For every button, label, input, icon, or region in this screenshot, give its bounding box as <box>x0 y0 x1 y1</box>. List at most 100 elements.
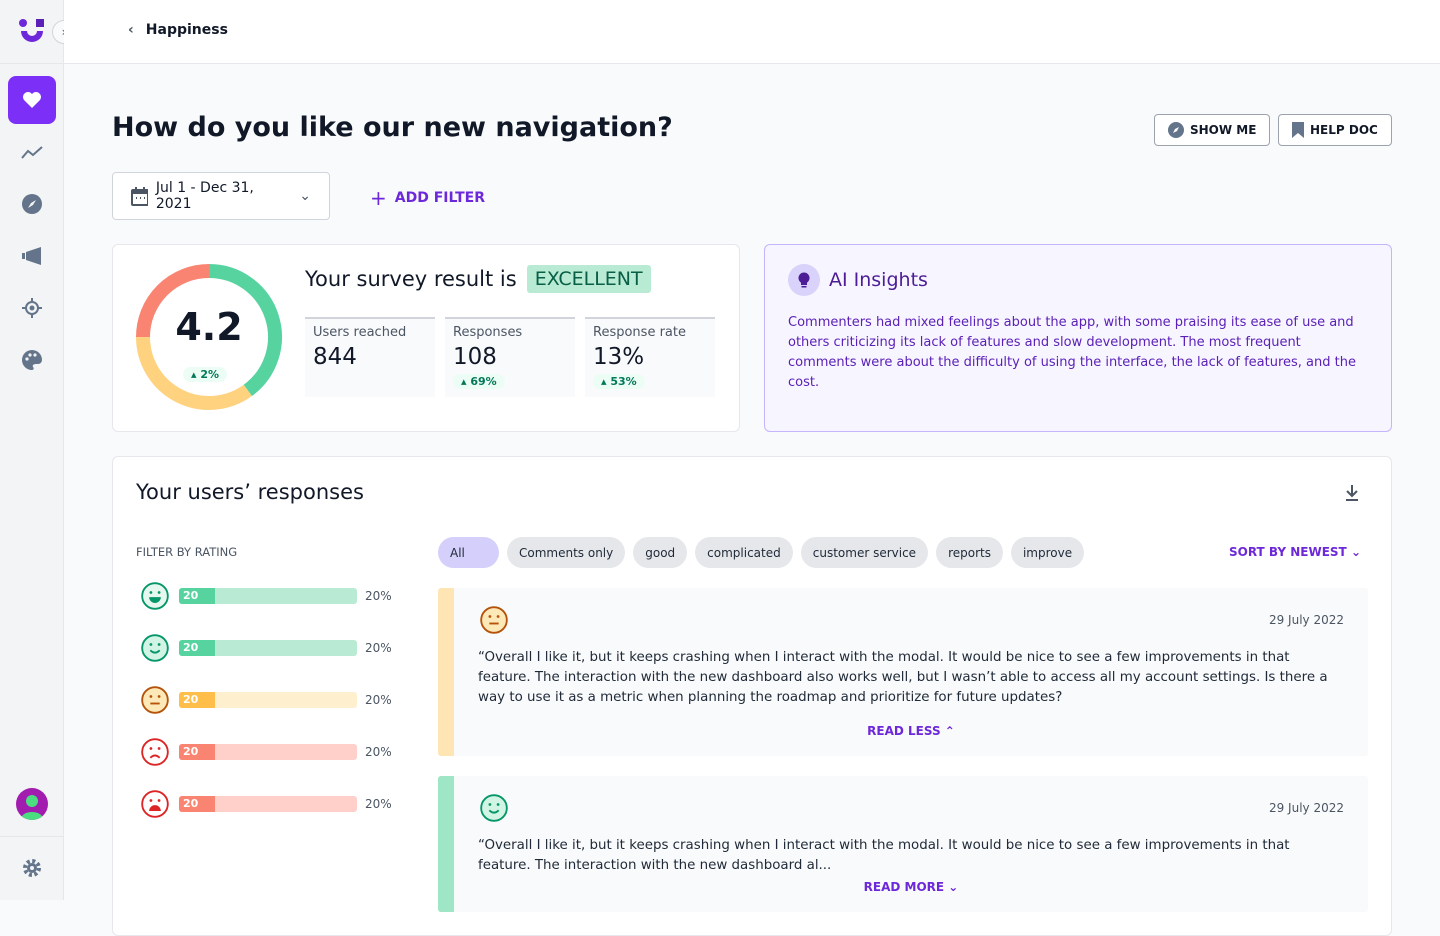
comment-text: “Overall I like it, but it keeps crashin… <box>478 650 1328 705</box>
neutral-face-icon <box>480 606 508 634</box>
rating-count: 20 <box>179 588 215 604</box>
rating-percent: 20% <box>365 693 392 707</box>
filter-chip[interactable]: good <box>633 537 688 568</box>
read-toggle-button[interactable]: READ LESS ⌃ <box>867 724 955 738</box>
filter-chip[interactable]: improve <box>1010 537 1085 568</box>
breadcrumb[interactable]: ‹ Happiness <box>128 22 228 38</box>
sad-face-icon <box>141 738 169 766</box>
comment-date: 29 July 2022 <box>1268 801 1344 815</box>
gauge-segment <box>136 336 252 410</box>
chevron-down-icon: ⌄ <box>1350 545 1361 559</box>
very-sad-face-icon <box>141 790 169 818</box>
nav-happiness[interactable] <box>8 76 56 124</box>
page-title: How do you like our new navigation? <box>112 112 673 143</box>
nav-targeting[interactable] <box>8 284 56 332</box>
rating-bar: 20 <box>179 640 357 656</box>
insights-title: AI Insights <box>829 269 928 291</box>
rating-bar: 20 <box>179 588 357 604</box>
rating-count: 20 <box>179 692 215 708</box>
help-doc-button[interactable]: HELP DOC <box>1278 114 1392 146</box>
nav-themes[interactable] <box>8 336 56 384</box>
stat-label: Users reached <box>313 325 407 340</box>
stat-value: 13% <box>593 344 645 370</box>
result-badge: EXCELLENT <box>526 265 651 293</box>
show-me-label: SHOW ME <box>1190 123 1257 137</box>
filter-chip[interactable]: customer service <box>800 537 929 568</box>
divider <box>0 63 64 64</box>
comment-date: 29 July 2022 <box>1268 613 1344 627</box>
settings-button[interactable] <box>8 844 56 892</box>
comment-text: “Overall I like it, but it keeps crashin… <box>478 838 1290 873</box>
filter-by-rating-label: FILTER BY RATING <box>136 545 238 559</box>
stat-delta: ▴ 69% <box>453 374 505 389</box>
rating-bar: 20 <box>179 692 357 708</box>
rating-percent: 20% <box>365 589 392 603</box>
lightbulb-icon <box>788 264 820 296</box>
rating-filter-row[interactable]: 20 20% <box>141 790 392 818</box>
survey-result-card: 4.2 ▴ 2% Your survey result is EXCELLENT… <box>112 244 740 432</box>
rating-percent: 20% <box>365 797 392 811</box>
responses-title: Your users’ responses <box>136 480 364 504</box>
ai-insights-card: AI Insights Commenters had mixed feeling… <box>764 244 1392 432</box>
filter-chip[interactable]: All <box>438 537 499 568</box>
nav-analytics[interactable] <box>8 128 56 176</box>
target-icon <box>22 298 42 318</box>
rating-filter-row[interactable]: 20 20% <box>141 634 392 662</box>
download-icon[interactable] <box>1345 485 1359 501</box>
stat-value: 108 <box>453 344 497 370</box>
read-toggle-button[interactable]: READ MORE ⌄ <box>863 880 959 894</box>
stat-label: Response rate <box>593 325 686 340</box>
score-gauge <box>136 264 282 410</box>
filter-chip[interactable]: complicated <box>695 537 793 568</box>
rating-filter-row[interactable]: 20 20% <box>141 582 392 610</box>
divider <box>0 836 64 837</box>
rating-bar: 20 <box>179 796 357 812</box>
avatar[interactable] <box>16 788 48 820</box>
megaphone-icon <box>22 247 41 265</box>
show-me-button[interactable]: SHOW ME <box>1154 114 1271 146</box>
survey-headline: Your survey result is <box>305 267 517 291</box>
rating-filter-row[interactable]: 20 20% <box>141 686 392 714</box>
chevron-up-icon: ⌃ <box>944 724 955 738</box>
gauge-segment <box>136 264 210 338</box>
rating-count: 20 <box>179 744 215 760</box>
sidebar: › <box>0 0 76 900</box>
stat-label: Responses <box>453 325 523 340</box>
rating-count: 20 <box>179 640 215 656</box>
logo <box>19 19 44 42</box>
date-range-picker[interactable]: Jul 1 - Dec 31, 2021 ⌄ <box>112 172 330 220</box>
neutral-face-icon <box>141 686 169 714</box>
chevron-down-icon: ⌄ <box>948 880 959 894</box>
calendar-icon <box>131 186 148 206</box>
nav-explore[interactable] <box>8 180 56 228</box>
date-range-value: Jul 1 - Dec 31, 2021 <box>155 180 254 212</box>
gear-icon <box>23 859 41 877</box>
stat-card: Response rate 13% ▴ 53% <box>585 317 715 397</box>
stat-delta: ▴ 53% <box>593 374 645 389</box>
gauge-segment <box>208 264 282 397</box>
add-filter-button[interactable]: + ADD FILTER <box>370 186 485 210</box>
breadcrumb-label: Happiness <box>145 22 228 38</box>
happy-face-icon <box>141 634 169 662</box>
stat-card: Responses 108 ▴ 69% <box>445 317 575 397</box>
trend-icon <box>21 146 43 159</box>
score-delta: ▴ 2% <box>183 367 228 382</box>
comment-card: 29 July 2022 “Overall I like it, but it k… <box>438 588 1368 756</box>
score-value: 4.2 <box>175 305 243 349</box>
filter-chip[interactable]: reports <box>936 537 1003 568</box>
rating-filter-row[interactable]: 20 20% <box>141 738 392 766</box>
stat-value: 844 <box>313 344 357 370</box>
very-happy-face-icon <box>141 582 169 610</box>
top-header: ‹ Happiness <box>64 0 1440 64</box>
add-filter-label: ADD FILTER <box>394 190 485 206</box>
chevron-down-icon: ⌄ <box>299 188 311 204</box>
bookmark-icon <box>1292 122 1304 138</box>
filter-chip[interactable]: Comments only <box>507 537 626 568</box>
nav-announcements[interactable] <box>8 232 56 280</box>
plus-icon: + <box>370 186 387 210</box>
palette-icon <box>22 350 42 370</box>
sort-dropdown[interactable]: SORT BY NEWEST ⌄ <box>1228 545 1361 559</box>
stat-card: Users reached 844 <box>305 317 435 397</box>
comment-card: 29 July 2022 “Overall I like it, but it k… <box>438 776 1368 912</box>
insights-text: Commenters had mixed feelings about the … <box>788 315 1356 390</box>
